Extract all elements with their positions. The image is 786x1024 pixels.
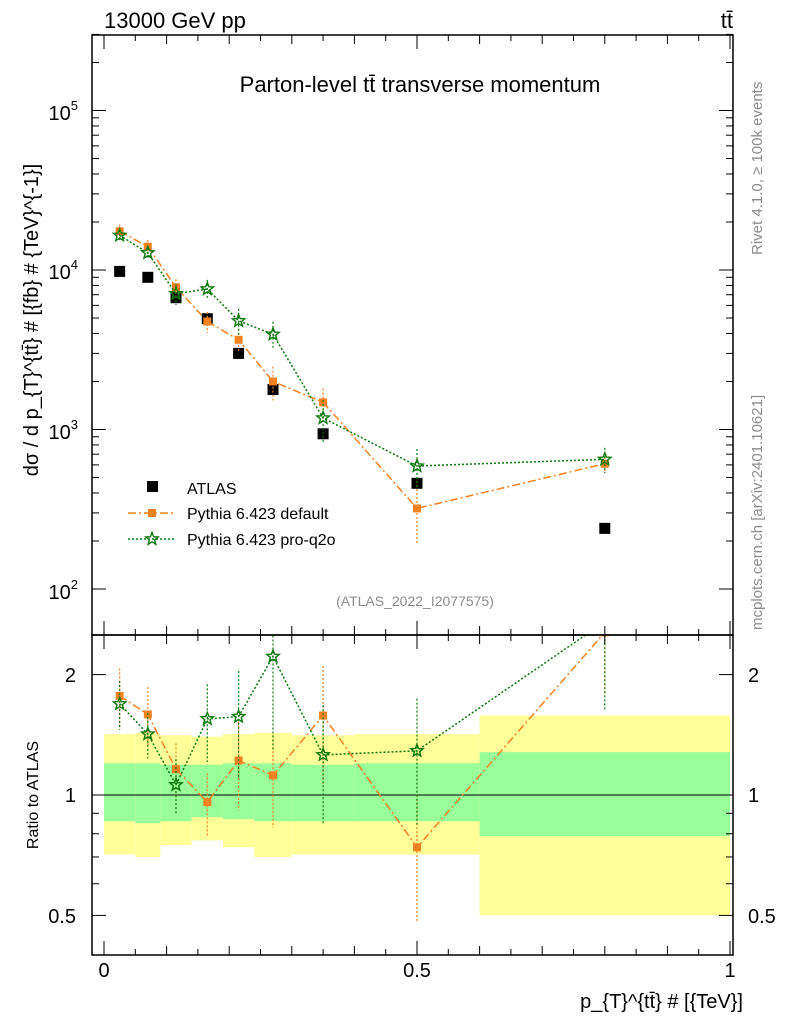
ratio-line-proq2o bbox=[119, 635, 587, 787]
uncertainty-band-inner bbox=[291, 764, 355, 822]
uncertainty-band-inner bbox=[135, 763, 161, 824]
legend-label-proq2o: Pythia 6.423 pro-q2o bbox=[187, 532, 336, 549]
data-point-default bbox=[413, 504, 421, 513]
data-point-proq2o bbox=[139, 244, 156, 260]
ratio-y-tick-label-2: 2 bbox=[65, 665, 76, 687]
ratio-point-proq2o bbox=[111, 695, 128, 711]
x-tick-label-0: 0 bbox=[98, 960, 109, 982]
data-point-proq2o bbox=[315, 409, 332, 425]
ratio-point-proq2o bbox=[199, 710, 216, 726]
ratio-y-axis-label: Ratio to ATLAS bbox=[25, 741, 42, 849]
mcplots-label: mcplots.cern.ch [arXiv:2401.10621] bbox=[749, 395, 766, 630]
data-point-proq2o bbox=[596, 450, 613, 467]
ratio-y-tick-label-1: 1 bbox=[65, 785, 76, 807]
data-point-proq2o bbox=[408, 457, 426, 473]
uncertainty-band-inner bbox=[479, 752, 730, 836]
data-point-atlas bbox=[114, 265, 126, 277]
ratio-point-proq2o bbox=[265, 648, 282, 664]
analysis-label: (ATLAS_2022_I2077575) bbox=[336, 593, 494, 609]
legend-label-default: Pythia 6.423 default bbox=[187, 506, 329, 523]
data-point-proq2o bbox=[167, 285, 185, 301]
legend-label-atlas: ATLAS bbox=[187, 481, 237, 498]
legend-marker-default bbox=[148, 509, 156, 517]
data-point-default bbox=[269, 377, 278, 386]
data-point-atlas bbox=[233, 347, 245, 359]
energy-label: 13000 GeV pp bbox=[104, 8, 246, 33]
data-point-default bbox=[234, 335, 243, 344]
y-tick-label-1e5: 105 bbox=[49, 98, 78, 125]
ratio-y-tick-label-0.5-right: 0.5 bbox=[748, 906, 776, 928]
y-tick-labels: 102 103 104 105 bbox=[49, 98, 78, 604]
uncertainty-band-inner bbox=[104, 763, 136, 822]
ratio-y-tick-label-1-right: 1 bbox=[748, 785, 759, 807]
plot-title: Parton-level tt̄ transverse momentum bbox=[240, 72, 601, 97]
data-point-proq2o bbox=[265, 325, 282, 342]
ratio-point-proq2o bbox=[230, 708, 247, 724]
data-point-proq2o bbox=[230, 312, 247, 328]
data-point-default bbox=[319, 398, 328, 407]
y-tick-label-1e3: 103 bbox=[49, 417, 78, 444]
y-tick-label-1e2: 102 bbox=[49, 577, 78, 604]
x-tick-labels: 0 0.5 1 bbox=[98, 960, 735, 982]
y-axis-label: dσ / d p_{T}^{tt̄} # [{fb} # {TeV}^{-1}] bbox=[21, 164, 43, 476]
ratio-point-proq2o bbox=[139, 725, 156, 741]
rivet-label: Rivet 4.1.0, ≥ 100k events bbox=[749, 82, 766, 255]
x-tick-label-1: 1 bbox=[724, 960, 735, 982]
data-point-atlas bbox=[599, 522, 611, 534]
ratio-y-tick-label-2-right: 2 bbox=[748, 665, 759, 687]
series-line-default bbox=[119, 230, 605, 510]
ratio-point-proq2o bbox=[599, 615, 611, 627]
ratio-point-proq2o bbox=[315, 746, 332, 762]
process-label: tt̄ bbox=[721, 8, 733, 33]
x-axis-label: p_{T}^{tt̄} # [{TeV}] bbox=[580, 991, 743, 1013]
legend: ATLAS Pythia 6.423 default Pythia 6.423 … bbox=[128, 481, 336, 549]
data-point-default bbox=[600, 459, 609, 468]
legend-marker-atlas bbox=[147, 481, 158, 492]
data-point-proq2o bbox=[111, 226, 128, 243]
ratio-point-proq2o bbox=[408, 742, 426, 758]
main-panel: Parton-level tt̄ transverse momentum (AT… bbox=[21, 33, 734, 636]
x-tick-label-0.5: 0.5 bbox=[403, 960, 431, 982]
data-point-proq2o bbox=[199, 280, 216, 296]
data-point-default bbox=[203, 317, 212, 326]
legend-marker-proq2o bbox=[143, 530, 161, 546]
ratio-point-default bbox=[319, 711, 328, 720]
y-tick-label-1e4: 104 bbox=[49, 257, 78, 284]
data-point-atlas bbox=[142, 271, 154, 283]
ratio-point-default bbox=[203, 798, 212, 807]
ratio-point-default bbox=[269, 771, 278, 780]
ratio-y-tick-label-0.5: 0.5 bbox=[48, 906, 76, 928]
data-point-atlas bbox=[267, 384, 279, 396]
ratio-y-tick-labels: 2 1 0.5 2 1 0.5 bbox=[48, 665, 776, 928]
ratio-point-default bbox=[413, 843, 421, 852]
ratio-point-default bbox=[171, 765, 180, 774]
ratio-point-proq2o bbox=[167, 776, 185, 792]
series-line-proq2o bbox=[119, 234, 605, 467]
data-point-atlas bbox=[411, 477, 423, 489]
ratio-panel: Ratio to ATLAS 2 1 0.5 2 1 0.5 0 0.5 1 p… bbox=[25, 615, 776, 1013]
